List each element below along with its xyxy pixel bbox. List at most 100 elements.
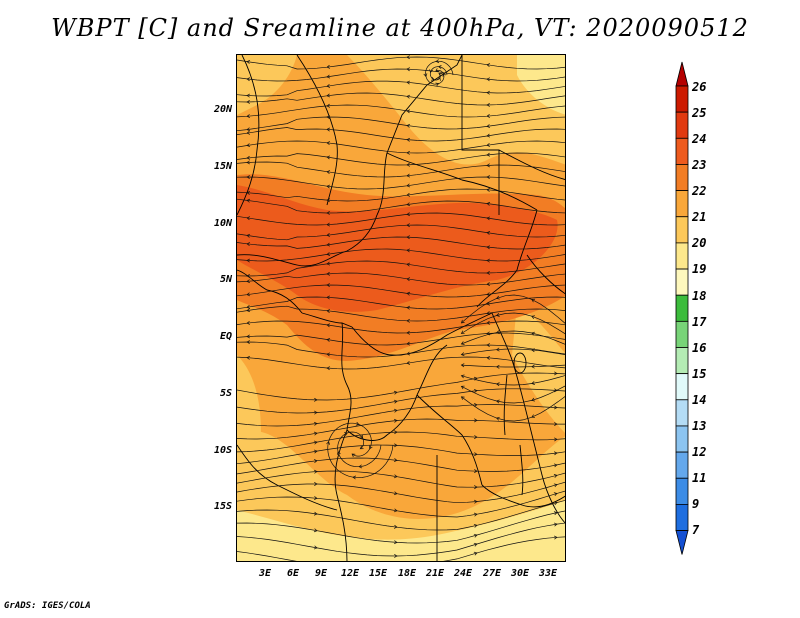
border-line [461, 55, 500, 215]
colorbar-segment [675, 451, 689, 479]
streamline-arrow [352, 475, 357, 480]
streamline [237, 320, 565, 334]
streamline [237, 188, 565, 202]
border-line [237, 55, 260, 216]
streamline-arrow [246, 334, 250, 339]
streamline [237, 68, 565, 82]
streamline-arrow [314, 397, 318, 402]
streamline-arrow [495, 313, 500, 317]
streamline-arrow [246, 60, 251, 64]
chart-title: WBPT [C] and Sreamline at 400hPa, VT: 20… [51, 14, 749, 42]
streamline [237, 212, 565, 226]
colorbar-segment [675, 347, 689, 375]
streamline-arrow [246, 114, 251, 119]
streamline [237, 522, 565, 557]
streamline [237, 198, 565, 214]
streamline-arrow [326, 295, 331, 300]
streamline-arrow [406, 173, 411, 178]
streamline-arrow [326, 115, 330, 119]
colorbar-label-25: 25 [692, 106, 707, 120]
streamline [237, 56, 565, 70]
streamline-arrow [460, 363, 465, 368]
streamline-arrow [435, 82, 440, 87]
border-line [296, 55, 338, 206]
streamline-arrow [326, 271, 331, 276]
streamline-arrow [553, 535, 558, 540]
streamline-arrow [326, 337, 331, 342]
streamline [237, 470, 565, 488]
streamline [237, 356, 565, 370]
streamline-arrow [246, 216, 251, 221]
streamline-arrow [326, 103, 330, 108]
streamline [237, 341, 565, 358]
streamline-arrow [495, 330, 500, 335]
colorbar-segment [675, 216, 689, 244]
streamline-arrow [326, 184, 331, 189]
streamline-arrow [246, 143, 251, 148]
streamline-arrow [326, 198, 330, 203]
colorbar-segment-bottom [675, 530, 689, 555]
colorbar-segment [675, 190, 689, 218]
colorbar-segment [675, 137, 689, 165]
colorbar-label-22: 22 [692, 184, 707, 198]
streamline-arrow [554, 422, 558, 426]
streamline [461, 396, 565, 422]
streamline [327, 422, 394, 479]
streamline [461, 375, 565, 386]
streamline-arrow [486, 245, 491, 250]
streamline-arrow [406, 341, 411, 346]
streamline-arrow [246, 127, 251, 132]
streamline-arrow [486, 301, 491, 306]
streamline-arrow [246, 198, 251, 203]
streamline-arrow [326, 93, 331, 98]
streamline-arrow [486, 355, 491, 360]
streamline-arrow [473, 523, 478, 528]
streamline-arrow [406, 248, 411, 253]
streamline-arrow [486, 77, 491, 82]
streamline [237, 272, 565, 286]
streamline-arrow [531, 331, 535, 336]
streamline-arrow [495, 364, 500, 369]
streamline-arrow [486, 188, 491, 192]
country-borders [237, 55, 565, 561]
streamline-arrow [313, 528, 318, 533]
streamline-arrow [486, 102, 490, 107]
streamline-arrow [246, 308, 251, 313]
streamline-arrow [486, 143, 491, 147]
border-line [416, 394, 483, 486]
streamline [237, 104, 565, 118]
streamline-arrow [246, 320, 251, 325]
streamline-arrow [246, 93, 250, 98]
streamline-arrow [393, 418, 398, 423]
wbpt-shading [237, 55, 565, 561]
wbpt-streamline-map [237, 55, 565, 561]
streamline-arrow [326, 127, 331, 132]
streamline-arrow [313, 440, 318, 445]
streamline-arrow [553, 474, 558, 478]
lat-label-10n: 10N [213, 218, 232, 229]
border-line [346, 394, 418, 441]
streamline-arrow [394, 554, 398, 558]
streamline-arrow [326, 323, 331, 328]
streamline-arrow [326, 211, 330, 215]
streamline-arrow [393, 458, 398, 463]
lon-label-21e: 21E [425, 568, 445, 579]
streamline [461, 294, 565, 324]
streamline-arrow [486, 90, 490, 95]
streamlines [237, 55, 565, 561]
streamline-arrow [473, 551, 478, 556]
lon-label-9e: 9E [314, 568, 328, 579]
lake-victoria [513, 352, 527, 374]
streamline-arrow [473, 512, 478, 517]
streamline-arrow [406, 330, 410, 335]
streamline-arrow [460, 341, 465, 345]
streamline-arrow [531, 381, 535, 385]
streamline-arrow [394, 430, 398, 435]
streamline-arrow [430, 76, 435, 81]
streamline-arrow [326, 309, 331, 313]
streamline-arrow [359, 445, 364, 450]
streamline-arrow [460, 374, 465, 379]
colorbar-label-11: 11 [692, 471, 707, 485]
streamline-arrow [437, 77, 441, 81]
streamline-arrow [486, 216, 491, 221]
